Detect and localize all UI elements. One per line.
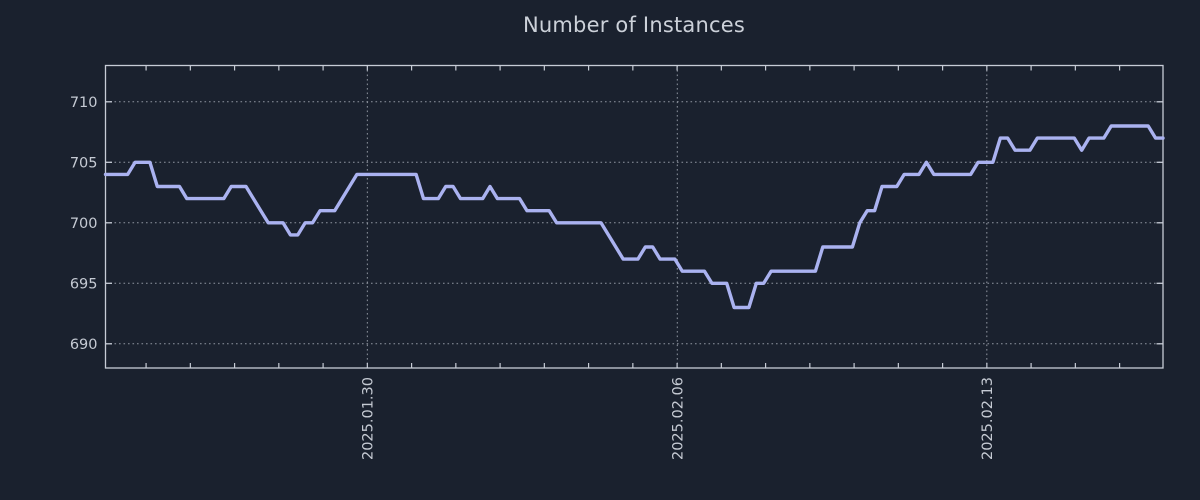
y-tick-label: 700 — [70, 216, 98, 232]
x-tick-label: 2025.01.30 — [361, 377, 377, 460]
plot-border — [104, 64, 1164, 369]
y-tick-label: 690 — [70, 337, 98, 353]
y-tick-label: 705 — [70, 155, 98, 171]
y-tick-label: 710 — [70, 95, 98, 111]
x-tick-label: 2025.02.06 — [670, 377, 686, 460]
y-tick-label: 695 — [70, 276, 98, 292]
chart-title: Number of Instances — [522, 13, 745, 37]
instances-line — [103, 124, 1165, 310]
x-tick-label: 2025.02.13 — [980, 377, 996, 460]
